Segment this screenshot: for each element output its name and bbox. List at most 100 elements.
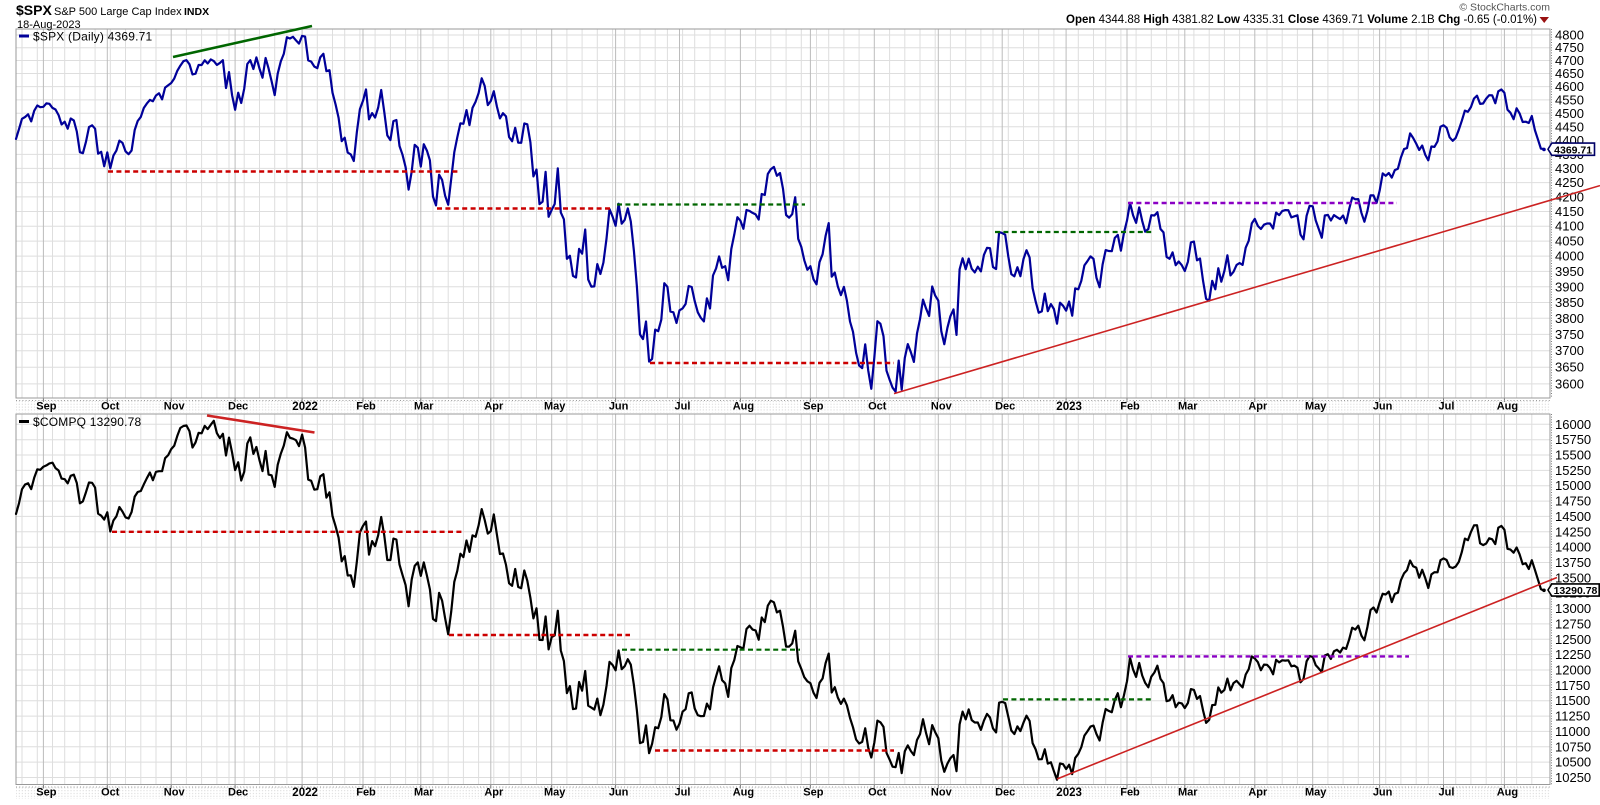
svg-text:Oct: Oct bbox=[868, 787, 887, 799]
svg-text:Jun: Jun bbox=[609, 401, 629, 413]
svg-text:Dec: Dec bbox=[228, 787, 248, 799]
svg-text:4750: 4750 bbox=[1555, 40, 1584, 55]
svg-text:Apr: Apr bbox=[484, 787, 504, 799]
svg-text:13290.78: 13290.78 bbox=[1554, 585, 1598, 597]
svg-text:Feb: Feb bbox=[1120, 401, 1140, 413]
svg-text:4450: 4450 bbox=[1555, 119, 1584, 134]
svg-text:May: May bbox=[544, 787, 566, 799]
svg-text:Dec: Dec bbox=[995, 787, 1015, 799]
svg-text:12000: 12000 bbox=[1555, 663, 1591, 678]
svg-text:10500: 10500 bbox=[1555, 755, 1591, 770]
svg-text:Oct: Oct bbox=[101, 401, 120, 413]
svg-text:15000: 15000 bbox=[1555, 478, 1591, 493]
svg-text:4100: 4100 bbox=[1555, 219, 1584, 234]
svg-text:Apr: Apr bbox=[1248, 787, 1268, 799]
svg-text:13750: 13750 bbox=[1555, 555, 1591, 570]
svg-text:15500: 15500 bbox=[1555, 448, 1591, 463]
svg-text:3700: 3700 bbox=[1555, 343, 1584, 358]
svg-text:10250: 10250 bbox=[1555, 770, 1591, 785]
svg-text:Aug: Aug bbox=[733, 787, 754, 799]
svg-text:Jun: Jun bbox=[609, 787, 629, 799]
svg-text:4550: 4550 bbox=[1555, 92, 1584, 107]
svg-text:2023: 2023 bbox=[1056, 787, 1082, 799]
svg-text:4300: 4300 bbox=[1555, 161, 1584, 176]
svg-text:Dec: Dec bbox=[228, 401, 248, 413]
svg-text:11500: 11500 bbox=[1555, 693, 1590, 708]
svg-text:Open 4344.88 High 4381.82 Low: Open 4344.88 High 4381.82 Low 4335.31 Cl… bbox=[1066, 14, 1537, 26]
svg-text:15250: 15250 bbox=[1555, 463, 1591, 478]
svg-text:Mar: Mar bbox=[414, 787, 434, 799]
svg-text:2022: 2022 bbox=[292, 401, 318, 413]
svg-text:13000: 13000 bbox=[1555, 601, 1591, 616]
svg-text:Sep: Sep bbox=[36, 787, 56, 799]
svg-text:11250: 11250 bbox=[1555, 709, 1590, 724]
svg-text:3650: 3650 bbox=[1555, 360, 1584, 375]
svg-text:Aug: Aug bbox=[1497, 787, 1518, 799]
svg-text:Mar: Mar bbox=[414, 401, 434, 413]
svg-text:14000: 14000 bbox=[1555, 540, 1591, 555]
svg-text:Apr: Apr bbox=[1248, 401, 1268, 413]
svg-text:3800: 3800 bbox=[1555, 311, 1584, 326]
svg-text:Jul: Jul bbox=[675, 787, 691, 799]
svg-text:2022: 2022 bbox=[292, 787, 318, 799]
svg-text:Nov: Nov bbox=[164, 401, 186, 413]
svg-text:Feb: Feb bbox=[1120, 787, 1140, 799]
svg-text:$SPX (Daily) 4369.71: $SPX (Daily) 4369.71 bbox=[33, 29, 153, 43]
svg-text:3950: 3950 bbox=[1555, 264, 1584, 279]
svg-text:Feb: Feb bbox=[356, 787, 376, 799]
svg-text:Jun: Jun bbox=[1373, 787, 1393, 799]
svg-text:4800: 4800 bbox=[1555, 28, 1584, 43]
svg-text:12500: 12500 bbox=[1555, 632, 1591, 647]
svg-text:11750: 11750 bbox=[1555, 678, 1590, 693]
svg-text:Dec: Dec bbox=[995, 401, 1015, 413]
svg-text:3600: 3600 bbox=[1555, 376, 1584, 391]
svg-text:4600: 4600 bbox=[1555, 79, 1584, 94]
svg-text:© StockCharts.com: © StockCharts.com bbox=[1459, 2, 1550, 14]
svg-text:18-Aug-2023: 18-Aug-2023 bbox=[17, 19, 81, 31]
svg-text:Oct: Oct bbox=[101, 787, 120, 799]
svg-text:May: May bbox=[1305, 787, 1327, 799]
svg-text:14500: 14500 bbox=[1555, 509, 1591, 524]
svg-text:Sep: Sep bbox=[803, 787, 823, 799]
svg-text:Nov: Nov bbox=[931, 401, 953, 413]
svg-text:Nov: Nov bbox=[931, 787, 953, 799]
svg-text:10750: 10750 bbox=[1555, 739, 1591, 754]
svg-text:4000: 4000 bbox=[1555, 249, 1584, 264]
svg-text:4500: 4500 bbox=[1555, 106, 1584, 121]
svg-text:May: May bbox=[1305, 401, 1327, 413]
svg-text:12750: 12750 bbox=[1555, 616, 1591, 631]
svg-text:4700: 4700 bbox=[1555, 53, 1584, 68]
svg-text:15750: 15750 bbox=[1555, 432, 1591, 447]
svg-text:11000: 11000 bbox=[1555, 724, 1590, 739]
svg-text:13500: 13500 bbox=[1555, 570, 1591, 585]
svg-text:$SPX: $SPX bbox=[16, 2, 52, 18]
svg-text:Feb: Feb bbox=[356, 401, 376, 413]
svg-text:Sep: Sep bbox=[36, 401, 56, 413]
svg-text:$COMPQ 13290.78: $COMPQ 13290.78 bbox=[33, 415, 142, 429]
svg-text:Aug: Aug bbox=[1497, 401, 1518, 413]
svg-text:3750: 3750 bbox=[1555, 327, 1584, 342]
svg-text:Jul: Jul bbox=[1439, 787, 1455, 799]
svg-text:S&P 500 Large Cap Index: S&P 500 Large Cap Index bbox=[54, 6, 182, 18]
svg-text:16000: 16000 bbox=[1555, 417, 1591, 432]
svg-text:14250: 14250 bbox=[1555, 524, 1591, 539]
svg-text:Mar: Mar bbox=[1178, 401, 1198, 413]
svg-text:Aug: Aug bbox=[733, 401, 754, 413]
svg-text:4150: 4150 bbox=[1555, 204, 1584, 219]
svg-text:Jun: Jun bbox=[1373, 401, 1393, 413]
svg-text:2023: 2023 bbox=[1056, 401, 1082, 413]
svg-text:14750: 14750 bbox=[1555, 494, 1591, 509]
svg-text:May: May bbox=[544, 401, 566, 413]
svg-text:3850: 3850 bbox=[1555, 295, 1584, 310]
svg-text:Oct: Oct bbox=[868, 401, 887, 413]
svg-text:Jul: Jul bbox=[1439, 401, 1455, 413]
svg-text:Apr: Apr bbox=[484, 401, 504, 413]
svg-text:Jul: Jul bbox=[675, 401, 691, 413]
svg-text:Nov: Nov bbox=[164, 787, 186, 799]
svg-text:INDX: INDX bbox=[184, 6, 209, 18]
svg-text:4369.71: 4369.71 bbox=[1554, 144, 1592, 156]
svg-text:4650: 4650 bbox=[1555, 66, 1584, 81]
svg-text:Mar: Mar bbox=[1178, 787, 1198, 799]
svg-text:12250: 12250 bbox=[1555, 647, 1591, 662]
svg-text:4250: 4250 bbox=[1555, 175, 1584, 190]
